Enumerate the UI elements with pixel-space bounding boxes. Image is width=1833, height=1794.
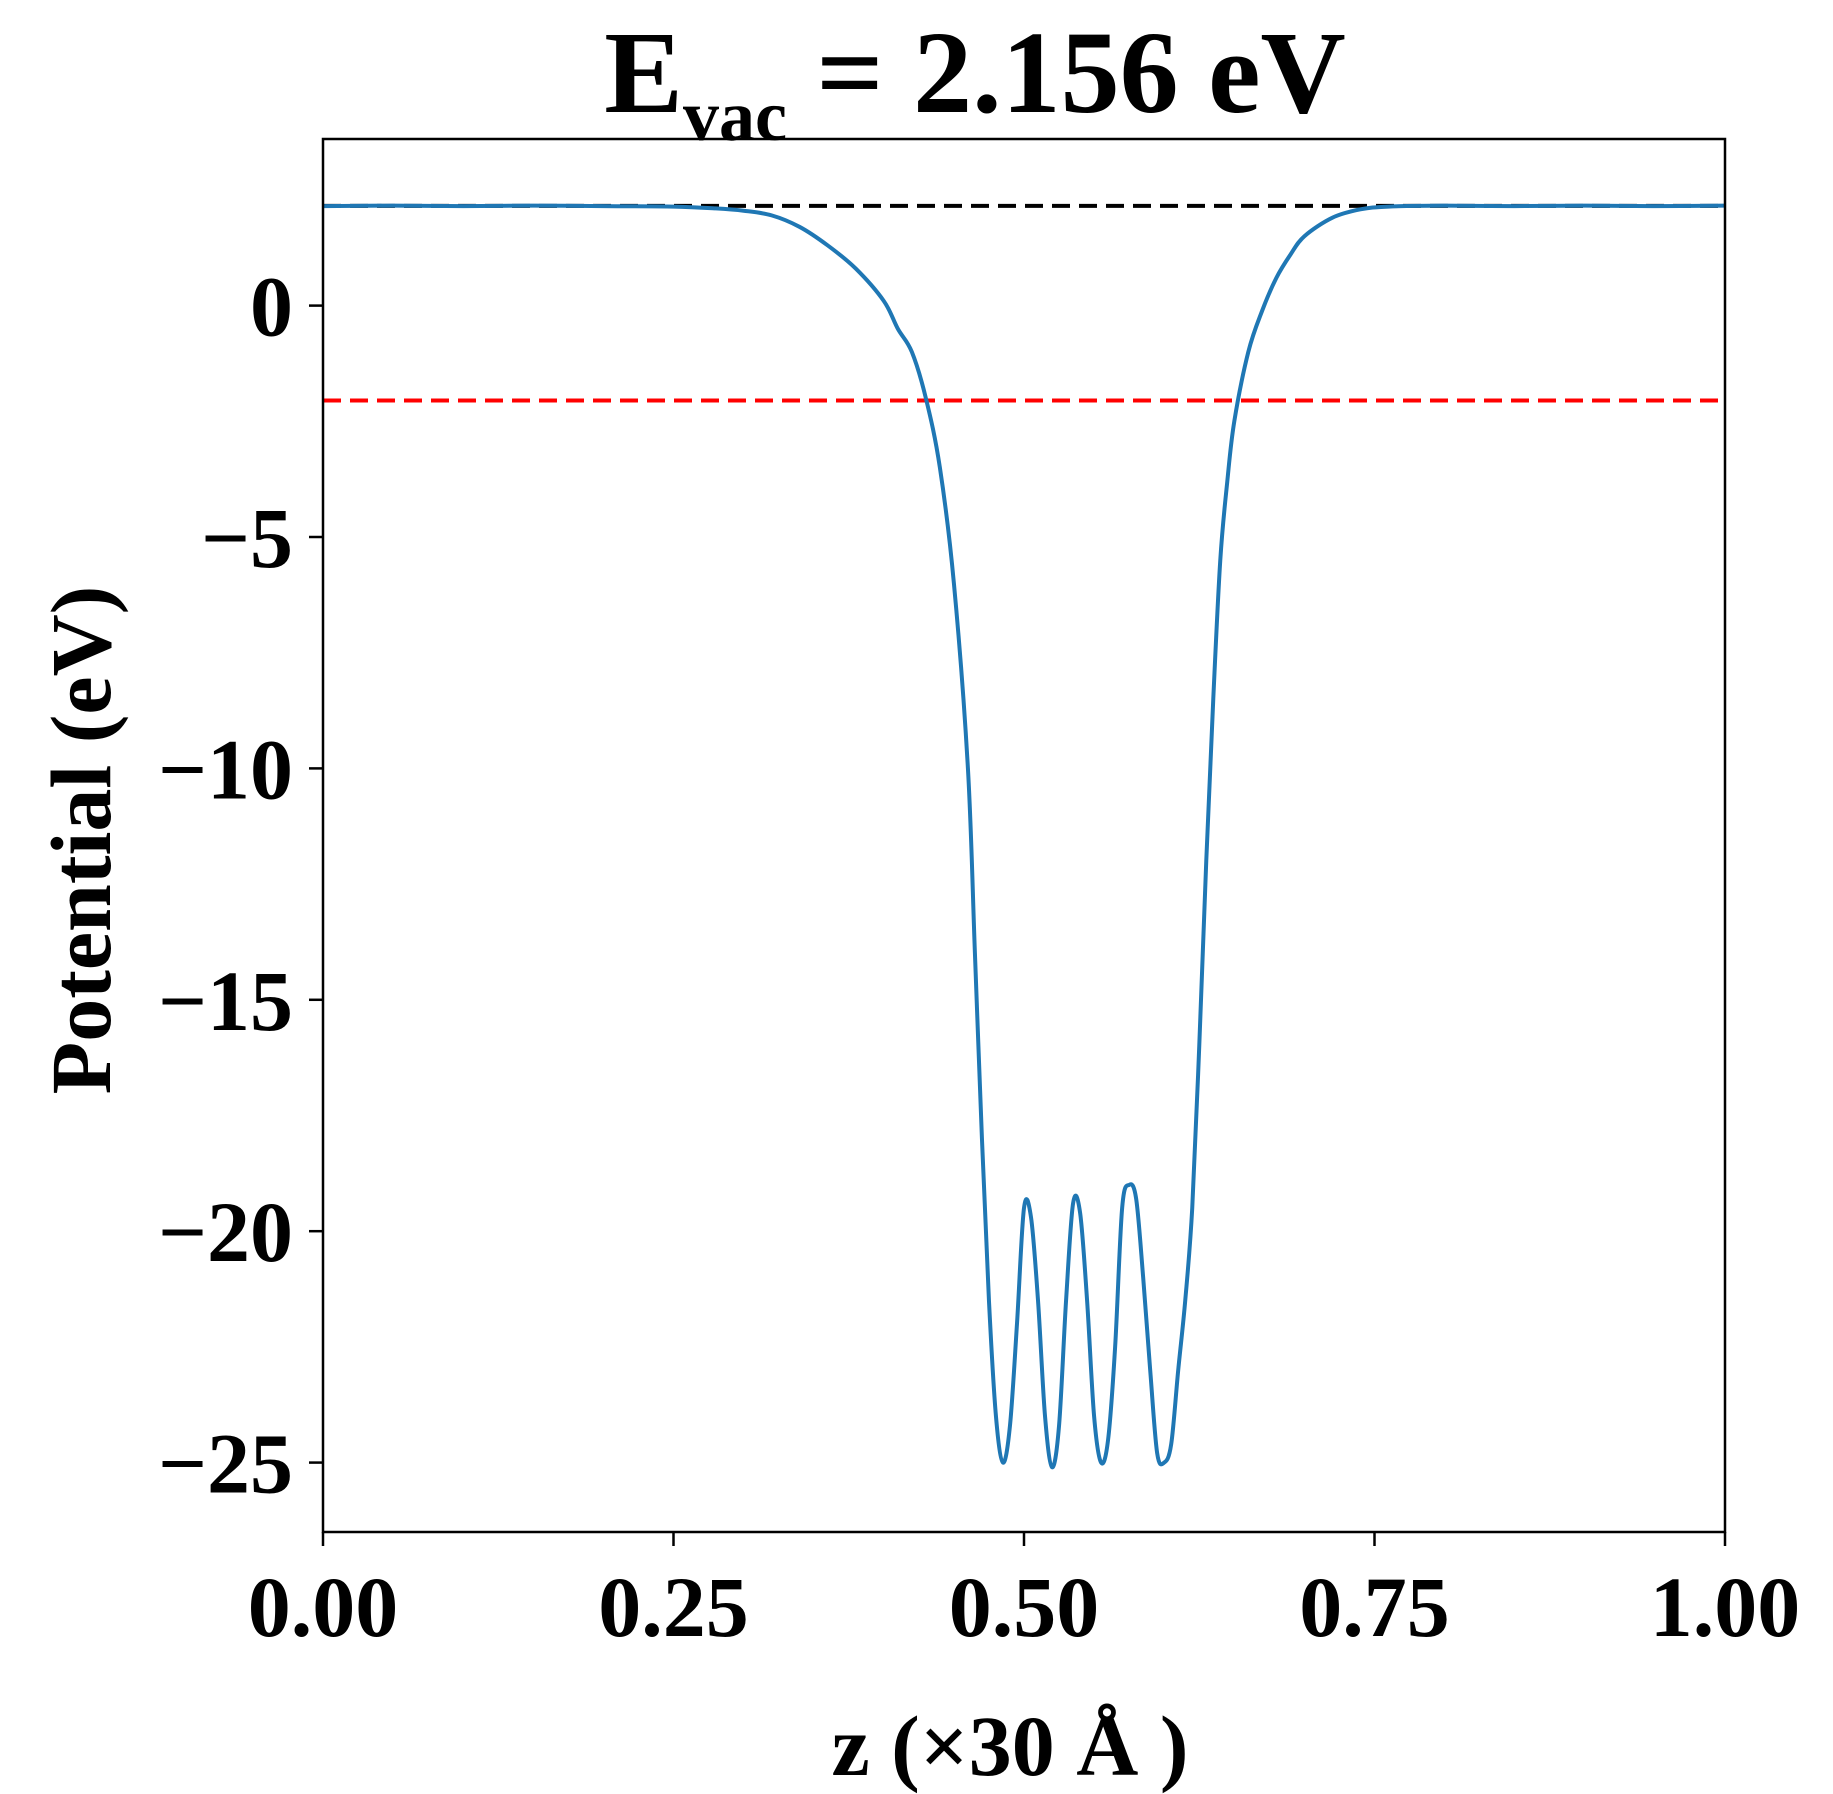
x-tick-label: 0.25 bbox=[598, 1559, 749, 1655]
chart-title-main: E bbox=[604, 7, 683, 138]
chart-title-subscript: vac bbox=[683, 76, 787, 156]
y-tick-label: 0 bbox=[250, 259, 293, 355]
plot-frame bbox=[321, 137, 1727, 1534]
y-axis-label: Potential (eV) bbox=[33, 586, 129, 1095]
axes: 0.00 0.25 0.50 0.75 1.00 0 −5 −10 −15 −20 −25 bbox=[158, 137, 1801, 1655]
x-tick-label: 0.75 bbox=[1299, 1559, 1450, 1655]
x-tick-label: 0.00 bbox=[248, 1559, 399, 1655]
chart-title: Evac = 2.156 eV bbox=[604, 7, 1346, 156]
y-tick-label: −20 bbox=[158, 1184, 293, 1280]
x-tick-label: 0.50 bbox=[949, 1559, 1100, 1655]
x-tick-label: 1.00 bbox=[1650, 1559, 1801, 1655]
y-tick-label: −15 bbox=[158, 953, 293, 1049]
y-tick-label: −25 bbox=[158, 1416, 293, 1512]
x-axis-label: z (×30 Å ) bbox=[831, 1698, 1188, 1794]
plot-area bbox=[323, 203, 1725, 1470]
y-tick-label: −5 bbox=[201, 490, 293, 586]
series-line-0 bbox=[323, 203, 1725, 1470]
y-tick-label: −10 bbox=[158, 721, 293, 817]
chart-title-rest: = 2.156 eV bbox=[787, 7, 1346, 138]
